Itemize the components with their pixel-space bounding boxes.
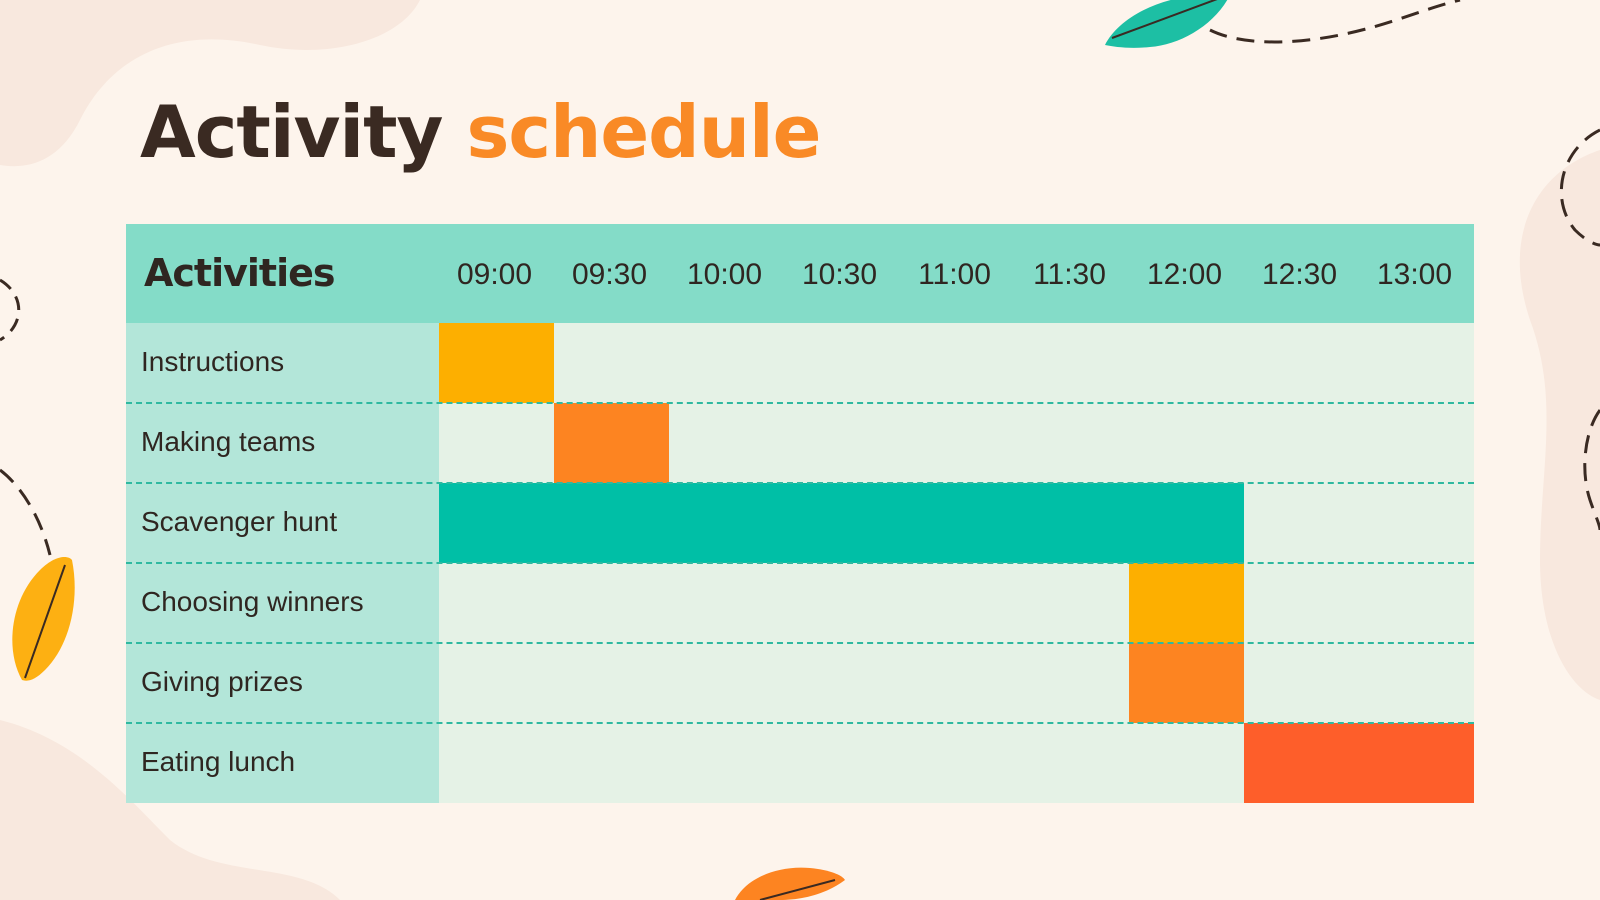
- row-divider: [126, 482, 1474, 484]
- page-title: Activity schedule: [140, 96, 821, 168]
- row-track: [439, 563, 1474, 643]
- time-label-1200: 12:00: [1146, 258, 1223, 291]
- blob-right: [1519, 150, 1600, 700]
- row-track: [439, 323, 1474, 403]
- blob-bottom-left: [0, 720, 340, 900]
- schedule-row: Instructions: [126, 323, 1474, 403]
- schedule-row: Giving prizes: [126, 643, 1474, 723]
- row-label-choosing-winners: Choosing winners: [141, 586, 364, 617]
- row-label-instructions: Instructions: [141, 346, 285, 377]
- time-label-1300: 13:00: [1376, 258, 1453, 291]
- activity-bar-scavenger-hunt: [439, 483, 1244, 563]
- activity-bar-eating-lunch: [1244, 723, 1474, 803]
- dashed-trail-right-lower: [1583, 409, 1600, 531]
- row-label-cell: Instructions: [126, 323, 439, 403]
- row-label-cell: Giving prizes: [126, 643, 439, 723]
- schedule-header: Activities 09:00 09:30 10:00 10:30 11:00…: [126, 224, 1474, 323]
- time-label-1100: 11:00: [918, 258, 991, 291]
- row-label-cell: Choosing winners: [126, 563, 439, 643]
- leaf-icon-orange-bottom: [735, 867, 845, 900]
- dashed-trail-right-upper: [1559, 128, 1600, 247]
- schedule-table: Activities 09:00 09:30 10:00 10:30 11:00…: [126, 224, 1474, 803]
- row-label-cell: Making teams: [126, 403, 439, 483]
- row-track: [439, 483, 1474, 563]
- blob-top-left: [0, 0, 420, 167]
- row-label-cell: Scavenger hunt: [126, 483, 439, 563]
- row-label-cell: Eating lunch: [126, 723, 439, 803]
- schedule-row: Choosing winners: [126, 563, 1474, 643]
- row-track: [439, 403, 1474, 483]
- activity-bar-making-teams: [554, 403, 669, 483]
- header-activities-label: Activities: [144, 251, 336, 295]
- time-label-1230: 12:30: [1261, 258, 1338, 291]
- dashed-trail-top-right: [1209, 0, 1461, 44]
- row-track: [439, 723, 1474, 803]
- time-label-0900: 09:00: [456, 258, 533, 291]
- dashed-trail-left-lower: [0, 468, 52, 556]
- row-label-giving-prizes: Giving prizes: [141, 666, 303, 697]
- row-divider: [126, 562, 1474, 564]
- schedule-row: Scavenger hunt: [126, 483, 1474, 563]
- row-label-making-teams: Making teams: [141, 426, 316, 457]
- activity-bar-giving-prizes: [1129, 643, 1244, 723]
- row-divider: [126, 642, 1474, 644]
- activity-bar-choosing-winners: [1129, 563, 1244, 643]
- time-label-1000: 10:00: [686, 258, 763, 291]
- time-label-1130: 11:30: [1033, 258, 1106, 291]
- row-divider: [126, 722, 1474, 724]
- schedule-row: Eating lunch: [126, 723, 1474, 803]
- title-part-2: schedule: [466, 90, 822, 174]
- leaf-icon-yellow-left: [12, 557, 75, 681]
- row-label-eating-lunch: Eating lunch: [141, 746, 296, 777]
- activity-bar-instructions: [439, 323, 554, 403]
- schedule-row: Making teams: [126, 403, 1474, 483]
- row-label-scavenger-hunt: Scavenger hunt: [141, 506, 338, 537]
- title-part-1: Activity: [140, 90, 443, 174]
- time-label-0930: 09:30: [571, 258, 648, 291]
- dashed-trail-left-upper: [0, 278, 21, 342]
- leaf-icon-teal-top: [1105, 0, 1228, 48]
- time-label-1030: 10:30: [801, 258, 878, 291]
- row-track: [439, 643, 1474, 723]
- row-divider: [126, 402, 1474, 404]
